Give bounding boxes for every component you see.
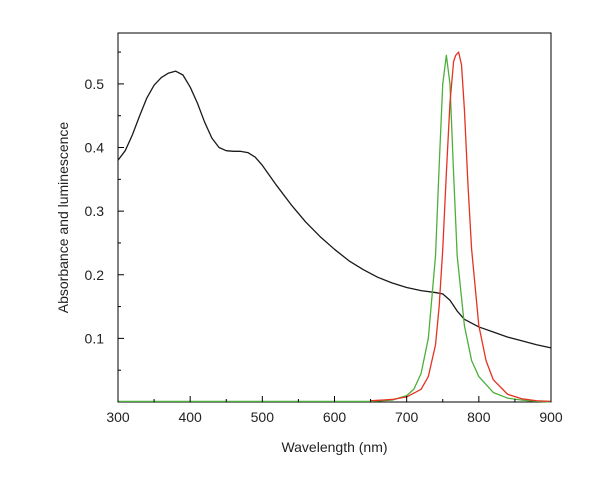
x-tick-label: 700 [395,409,419,425]
x-tick-label: 900 [539,409,563,425]
y-tick-label: 0.3 [85,203,105,219]
y-tick-label: 0.2 [85,267,105,283]
y-tick-label: 0.5 [85,76,105,92]
x-axis-label: Wavelength (nm) [281,439,387,455]
series-line-3 [370,51,552,403]
y-axis-label: Absorbance and luminescence [55,122,71,314]
y-tick-label: 0.1 [85,330,105,346]
x-tick-label: 300 [106,409,130,425]
series-line-2 [118,54,552,403]
series-line-1 [117,70,552,349]
x-tick-label: 400 [178,409,202,425]
ticks-layer: 300 400 500 600 700 800 900 0.1 0.2 0.3 0.4 0.5 [85,51,563,425]
series-layer [117,51,552,403]
x-tick-label: 600 [323,409,347,425]
x-tick-label: 500 [251,409,275,425]
plot-frame [117,32,552,403]
y-tick-label: 0.4 [85,140,105,156]
x-tick-label: 800 [467,409,491,425]
